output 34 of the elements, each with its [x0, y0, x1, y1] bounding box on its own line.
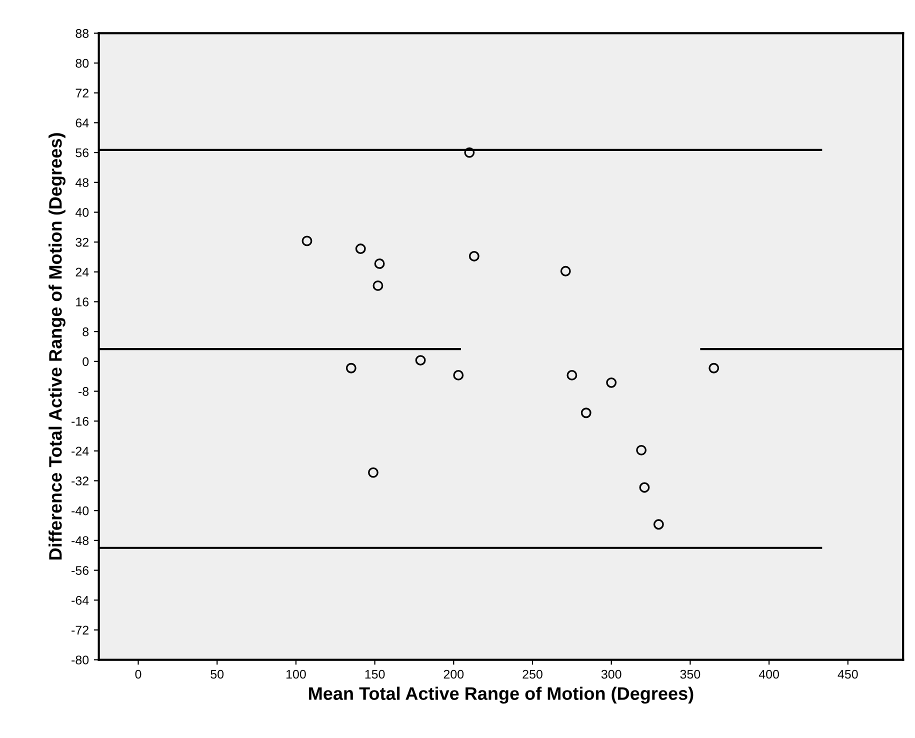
y-tick-label: -72 [72, 626, 88, 634]
y-tick-label: 64 [76, 118, 89, 128]
y-tick-label: -24 [72, 446, 89, 456]
y-tick-label: 80 [76, 58, 89, 68]
y-tick-label: 24 [76, 268, 89, 276]
y-tick-label: 72 [76, 88, 88, 98]
y-tick-label: -80 [72, 656, 89, 664]
y-tick-label: -48 [72, 536, 89, 546]
y-tick-label: -56 [72, 566, 89, 575]
x-tick-label: 50 [210, 670, 224, 679]
y-tick-label: 16 [76, 298, 89, 306]
y-tick-label: -8 [78, 387, 89, 396]
x-tick-label: 200 [444, 670, 464, 679]
y-tick-label: 48 [75, 178, 89, 188]
x-tick-label: 450 [838, 670, 858, 679]
y-tick-label: -32 [72, 476, 88, 486]
x-tick-label: 250 [522, 670, 542, 679]
y-tick-label: 40 [75, 208, 89, 217]
y-tick-label: 0 [82, 357, 89, 366]
x-axis-title: Mean Total Active Range of Motion (Degrees) [309, 686, 694, 704]
y-tick-label: 8 [82, 327, 89, 336]
x-tick-label: 400 [758, 670, 779, 679]
x-tick-label: 0 [135, 670, 142, 679]
x-tick-label: 100 [286, 670, 306, 679]
x-tick-label: 350 [680, 670, 700, 679]
y-tick-label: -40 [72, 506, 89, 516]
x-tick-label: 150 [365, 670, 385, 679]
y-axis-title: Difference Total Active Range of Motion (Degrees) [48, 133, 66, 560]
y-tick-label: 56 [76, 148, 89, 158]
y-tick-label: 32 [76, 238, 88, 247]
y-tick-label: -16 [72, 416, 89, 426]
y-tick-label: 88 [76, 29, 89, 38]
y-tick-label: -64 [72, 596, 89, 605]
x-tick-label: 300 [601, 670, 622, 679]
